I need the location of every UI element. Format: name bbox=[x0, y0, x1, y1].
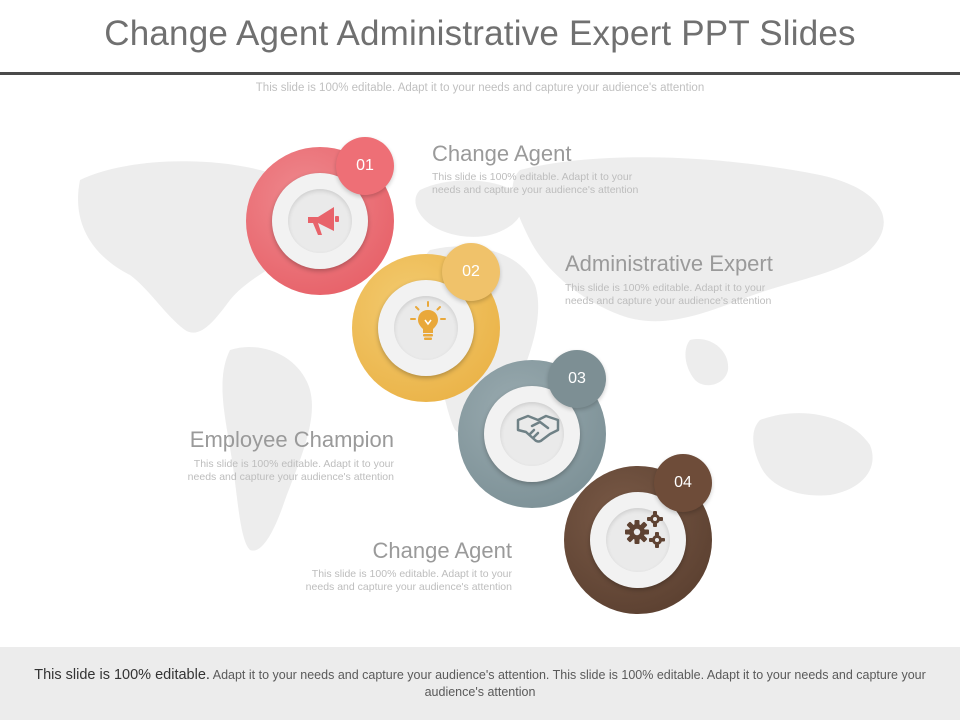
slide-title: Change Agent Administrative Expert PPT S… bbox=[104, 14, 856, 53]
step-1-description: This slide is 100% editable. Adapt it to… bbox=[432, 171, 639, 196]
title-divider bbox=[0, 72, 960, 75]
step-3-description: This slide is 100% editable. Adapt it to… bbox=[187, 458, 394, 483]
lightbulb-icon bbox=[410, 301, 446, 340]
step-1-number-badge: 01 bbox=[336, 137, 394, 195]
step-1-label: Change Agent bbox=[432, 141, 572, 166]
step-4-description: This slide is 100% editable. Adapt it to… bbox=[305, 568, 512, 593]
step-3-icon-well bbox=[500, 402, 564, 466]
handshake-icon bbox=[516, 414, 560, 443]
step-4-label: Change Agent bbox=[372, 538, 512, 563]
step-3-label: Employee Champion bbox=[189, 427, 394, 452]
footer-lead-text: This slide is 100% editable. bbox=[34, 667, 210, 683]
megaphone-icon bbox=[308, 207, 339, 235]
step-2-label: Administrative Expert bbox=[565, 251, 773, 276]
step-2-number-badge: 02 bbox=[442, 243, 500, 301]
step-3-number-badge: 03 bbox=[548, 350, 606, 408]
gears-icon bbox=[625, 511, 665, 548]
step-4-number-badge: 04 bbox=[654, 454, 712, 512]
footer-band: This slide is 100% editable. Adapt it to… bbox=[0, 647, 960, 720]
step-2-description: This slide is 100% editable. Adapt it to… bbox=[565, 282, 772, 307]
slide-subtitle: This slide is 100% editable. Adapt it to… bbox=[255, 82, 705, 94]
footer-text: This slide is 100% editable. Adapt it to… bbox=[24, 667, 936, 701]
footer-body-text: Adapt it to your needs and capture your … bbox=[212, 668, 926, 699]
